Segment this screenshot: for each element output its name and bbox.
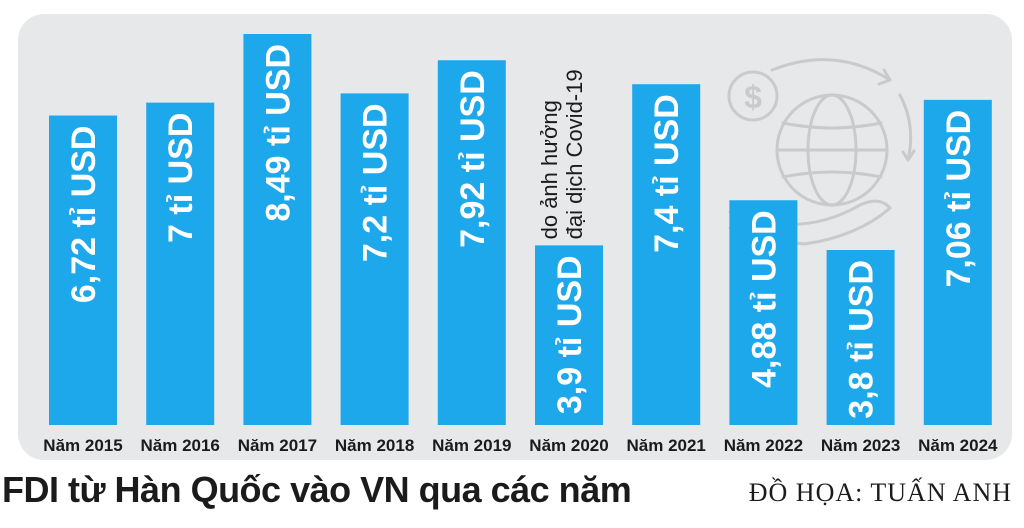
- bar-value-label: 7,2 tỉ USD: [357, 103, 395, 262]
- bar-value-label: 7,4 tỉ USD: [648, 94, 686, 253]
- category-label: Năm 2024: [918, 436, 998, 455]
- bar-value-label: 7,92 tỉ USD: [454, 70, 492, 248]
- bar-năm-2020: [535, 245, 603, 425]
- bar-value-label: 4,88 tỉ USD: [745, 210, 783, 388]
- bar-value-label: 6,72 tỉ USD: [65, 126, 103, 304]
- bar-value-label: 8,49 tỉ USD: [259, 44, 297, 222]
- graphic-credit: ĐỒ HỌA: TUẤN ANH: [748, 478, 1012, 507]
- category-label: Năm 2023: [821, 436, 900, 455]
- category-label: Năm 2020: [529, 436, 608, 455]
- annotation-text: do ảnh hưởng: [537, 100, 562, 239]
- category-label: Năm 2018: [335, 436, 414, 455]
- bar-value-label: 7 tỉ USD: [162, 113, 200, 243]
- bar-năm-2024: [923, 99, 992, 425]
- bar-năm-2018: [340, 93, 409, 425]
- bar-năm-2022: [729, 200, 798, 425]
- bar-năm-2023: [826, 249, 895, 425]
- svg-text:$: $: [744, 79, 762, 115]
- category-label: Năm 2021: [627, 436, 706, 455]
- bar-value-label: 3,9 tỉ USD: [551, 255, 589, 414]
- bar-năm-2017: [243, 34, 312, 425]
- bar-năm-2015: [49, 115, 117, 425]
- bar-value-label: 7,06 tỉ USD: [940, 110, 978, 288]
- bar-năm-2019: [437, 60, 506, 425]
- bar-năm-2016: [146, 102, 215, 425]
- category-label: Năm 2017: [238, 436, 317, 455]
- bar-value-label: 3,8 tỉ USD: [843, 260, 881, 419]
- annotation-text: đại dịch Covid-19: [562, 69, 587, 239]
- chart-title: FDI từ Hàn Quốc vào VN qua các năm: [2, 469, 632, 510]
- bar-năm-2021: [632, 84, 701, 425]
- category-label: Năm 2015: [43, 436, 122, 455]
- category-label: Năm 2016: [141, 436, 220, 455]
- category-label: Năm 2022: [724, 436, 803, 455]
- category-label: Năm 2019: [432, 436, 511, 455]
